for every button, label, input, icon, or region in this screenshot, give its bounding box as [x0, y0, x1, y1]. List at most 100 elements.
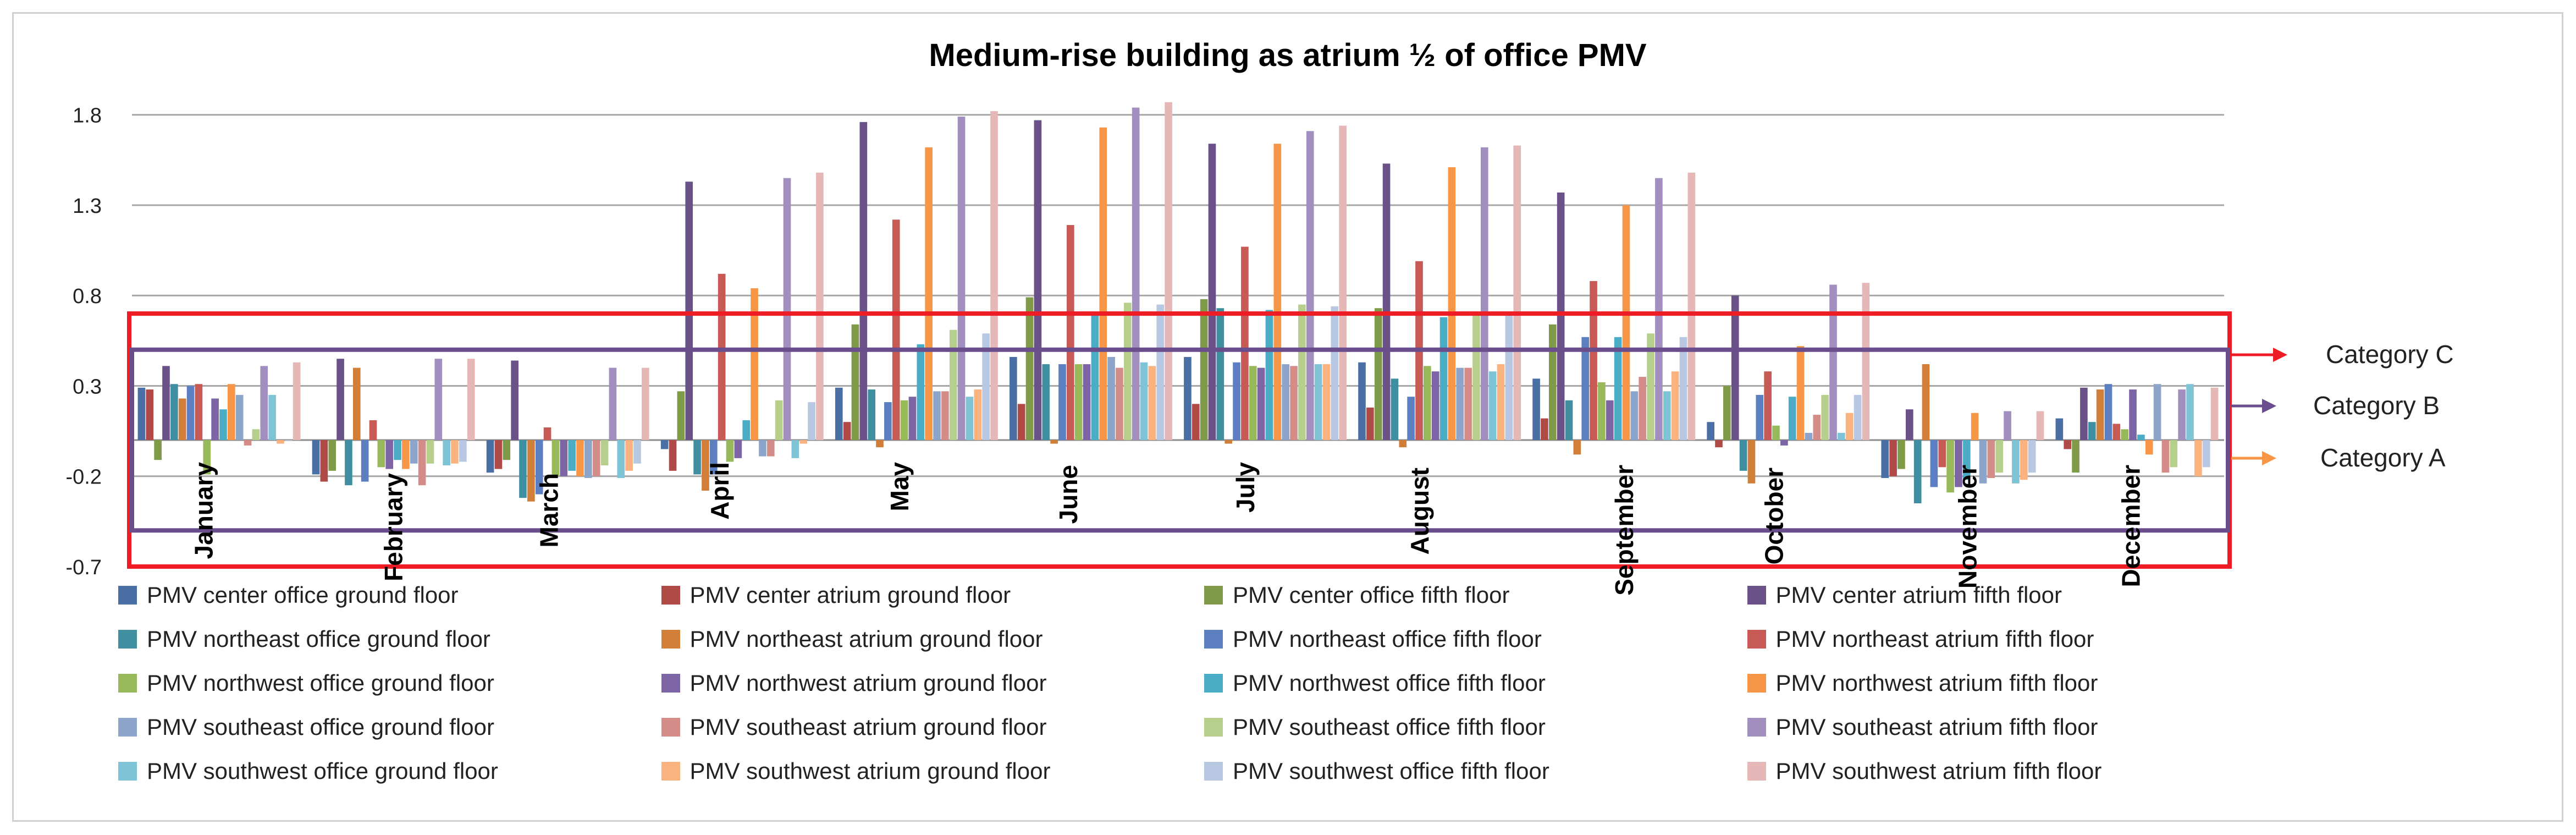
bar: [1241, 246, 1249, 441]
bar: [2178, 389, 2186, 441]
legend-item: PMV center office ground floor: [118, 582, 661, 608]
bar: [660, 440, 669, 449]
legend-swatch: [1204, 586, 1223, 605]
bar: [1532, 378, 1540, 441]
bar: [1639, 377, 1647, 441]
bar: [1010, 356, 1017, 441]
legend-label: PMV southwest office ground floor: [147, 758, 498, 784]
legend-swatch: [661, 674, 680, 693]
bar: [2161, 440, 2170, 473]
bar: [1962, 440, 1971, 480]
bar: [1208, 144, 1216, 441]
bar: [2121, 429, 2129, 441]
legend-item: PMV southwest office ground floor: [118, 758, 661, 784]
legend-item: PMV northeast atrium fifth floor: [1747, 626, 2291, 652]
legend-label: PMV southwest atrium fifth floor: [1775, 758, 2102, 784]
bar: [2186, 384, 2194, 441]
bar: [1687, 172, 1696, 441]
legend-label: PMV southwest atrium ground floor: [689, 758, 1051, 784]
bar: [1838, 432, 1845, 441]
bar: [1707, 422, 1715, 441]
bar: [1971, 413, 1979, 441]
band-label: Category A: [2320, 443, 2446, 472]
bar: [1513, 145, 1521, 441]
bar: [1581, 337, 1590, 441]
bar: [908, 397, 917, 441]
bar: [1216, 308, 1224, 441]
bar: [1025, 297, 1034, 441]
y-tick-label: 1.3: [73, 195, 102, 218]
bar: [851, 324, 859, 441]
bar: [617, 440, 625, 479]
bar: [1249, 366, 1257, 441]
bar: [1897, 440, 1905, 469]
bar: [2028, 440, 2036, 473]
bar: [669, 440, 677, 471]
legend-item: PMV northwest office fifth floor: [1204, 670, 1747, 696]
legend-item: PMV southeast office fifth floor: [1204, 714, 1747, 740]
bar: [1889, 440, 1897, 476]
legend-label: PMV northeast office ground floor: [147, 626, 490, 652]
bar: [284, 440, 293, 441]
bar: [418, 440, 426, 486]
bar: [1614, 337, 1622, 441]
bar: [859, 122, 868, 441]
bar: [1439, 317, 1448, 441]
bar: [1573, 440, 1581, 455]
bar: [560, 440, 568, 476]
bar: [345, 440, 352, 486]
chart-title: Medium-rise building as atrium ½ of offi…: [929, 37, 1646, 73]
bar: [1017, 404, 1025, 441]
legend-swatch: [661, 586, 680, 605]
category-label: December: [2116, 465, 2145, 587]
bar: [1788, 397, 1796, 441]
y-tick-label: 1.8: [73, 105, 102, 128]
bar: [702, 440, 709, 491]
legend-item: PMV southeast atrium ground floor: [661, 714, 1205, 740]
bar: [467, 359, 475, 441]
bar: [1132, 107, 1140, 441]
bar-series: [137, 102, 2219, 504]
bar: [511, 360, 518, 441]
bar: [2170, 440, 2178, 468]
bar: [775, 400, 783, 441]
bar: [219, 409, 227, 441]
bar: [1813, 415, 1821, 441]
bar: [1565, 400, 1573, 441]
bar: [816, 172, 824, 441]
bar: [394, 440, 401, 460]
legend-label: PMV southeast office fifth floor: [1233, 714, 1546, 740]
bar: [1399, 440, 1407, 448]
bar: [1647, 333, 1654, 441]
legend-label: PMV southeast atrium fifth floor: [1775, 714, 2098, 740]
bar: [1497, 364, 1505, 441]
bar: [568, 440, 576, 471]
legend-label: PMV southeast office ground floor: [147, 714, 494, 740]
bar: [974, 389, 982, 441]
legend-item: PMV southwest office fifth floor: [1204, 758, 1747, 784]
bar: [2064, 440, 2072, 449]
bar: [1107, 356, 1115, 441]
category-label: October: [1759, 468, 1788, 564]
legend-label: PMV center office ground floor: [147, 582, 459, 608]
band-arrow-head: [2262, 399, 2276, 413]
bar: [949, 329, 957, 441]
legend-label: PMV northeast atrium fifth floor: [1775, 626, 2094, 652]
bar: [1257, 367, 1265, 441]
legend-item: PMV southeast office ground floor: [118, 714, 661, 740]
bar: [2080, 387, 2088, 441]
bar: [1192, 404, 1200, 441]
bar: [925, 147, 933, 441]
bar: [1679, 337, 1687, 441]
bar: [1796, 346, 1805, 441]
bar: [137, 387, 146, 441]
bar: [312, 440, 320, 475]
bar: [377, 440, 385, 468]
bar: [252, 429, 260, 441]
bar: [451, 440, 459, 464]
legend-swatch: [661, 718, 680, 737]
bar: [1298, 304, 1306, 441]
bar: [633, 440, 641, 464]
bar: [1930, 440, 1938, 487]
bar: [709, 440, 718, 475]
